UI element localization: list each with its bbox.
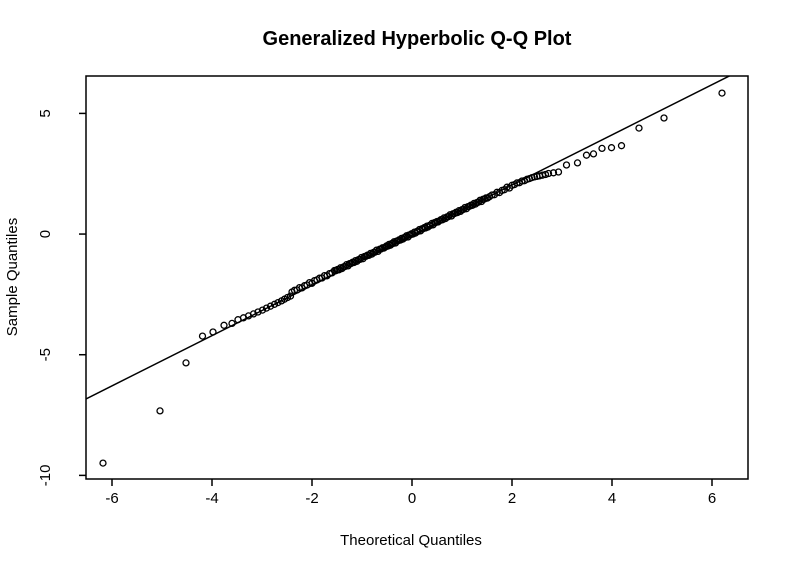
x-tick-label: 0: [408, 490, 416, 507]
qq-data-point: [549, 169, 558, 177]
y-axis-label: Sample Quantiles: [4, 218, 21, 336]
qq-data-point: [617, 142, 626, 150]
qq-data-point: [461, 203, 469, 212]
qq-data-point: [582, 151, 591, 159]
qq-data-point: [209, 328, 217, 336]
qq-data-point: [270, 300, 279, 308]
qq-data-point: [198, 332, 207, 340]
scatter-points-layer: [99, 89, 726, 467]
qq-data-point: [554, 168, 563, 176]
qq-data-point: [266, 302, 275, 310]
qq-data-point: [589, 150, 598, 158]
x-tick-label: -2: [305, 490, 318, 507]
chart-title: Generalized Hyperbolic Q-Q Plot: [263, 28, 572, 50]
y-tick-label: 5: [37, 109, 54, 117]
x-tick-label: 4: [608, 490, 616, 507]
axes-layer: -6 -4 -2 0 2 4 6 -10 -5 0 5: [37, 75, 749, 507]
qq-data-point: [228, 319, 236, 328]
y-tick-label: 0: [37, 230, 54, 238]
qq-data-point: [99, 459, 107, 467]
qq-data-point: [156, 407, 164, 415]
qq-data-point: [182, 359, 190, 367]
y-tick-label: -10: [37, 465, 54, 487]
qq-data-point: [286, 292, 295, 300]
qq-data-point: [258, 306, 267, 314]
qq-data-point: [562, 161, 571, 169]
qq-data-point: [598, 144, 606, 153]
qq-data-point: [254, 308, 262, 316]
x-tick-label: -6: [105, 490, 118, 507]
plot-box: [85, 75, 749, 480]
y-tick-label: -5: [37, 348, 54, 361]
x-axis-label: Theoretical Quantiles: [340, 532, 482, 549]
qq-data-point: [372, 246, 381, 254]
qq-data-point: [249, 310, 258, 318]
qq-data-point: [262, 304, 271, 312]
qq-data-point: [660, 114, 668, 122]
qq-data-point: [635, 124, 643, 132]
qq-data-point: [220, 321, 228, 329]
qq-data-point: [544, 169, 553, 178]
x-tick-label: 6: [708, 490, 716, 507]
x-tick-label: -4: [205, 490, 218, 507]
qq-data-point: [718, 89, 726, 97]
x-tick-label: 2: [508, 490, 516, 507]
qq-data-point: [573, 159, 582, 167]
qq-data-point: [274, 298, 282, 307]
qq-data-point: [607, 144, 616, 152]
